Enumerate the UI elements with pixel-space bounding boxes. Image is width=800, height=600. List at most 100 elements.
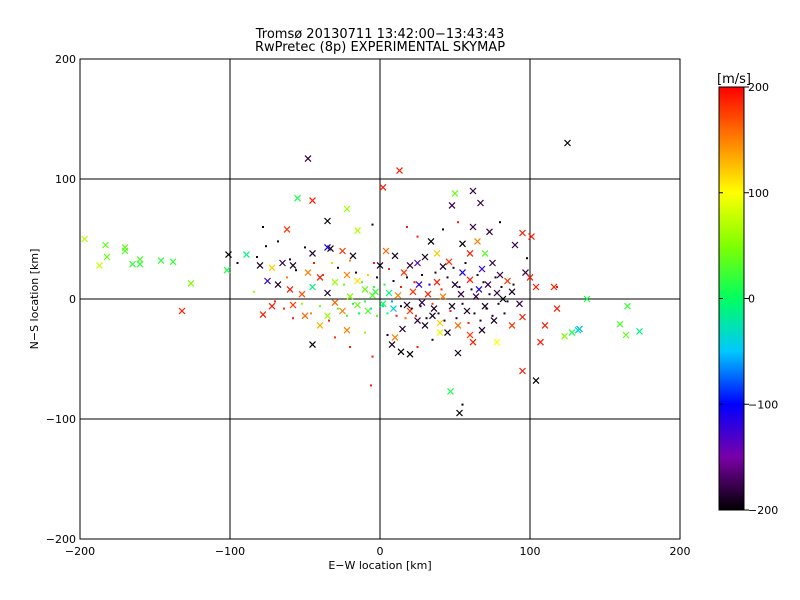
scatter-point-cross [331, 299, 339, 307]
scatter-point-cross [268, 302, 276, 310]
scatter-point-cross [289, 301, 297, 309]
scatter-point-cross [439, 263, 447, 271]
scatter-point-cross [403, 301, 411, 309]
scatter-point-cross [283, 225, 291, 233]
scatter-point-dot [446, 276, 449, 279]
scatter-point-cross [624, 302, 631, 310]
scatter-point-dot [500, 286, 503, 288]
scatter-point-cross [346, 293, 354, 301]
scatter-point-cross [294, 194, 301, 202]
scatter-point-dot [319, 305, 321, 308]
scatter-point-dot [413, 281, 416, 284]
scatter-point-dot [289, 258, 291, 261]
x-tick-label: 0 [377, 545, 384, 558]
scatter-point-cross [459, 269, 466, 277]
scatter-point-cross [289, 261, 297, 269]
scatter-point-dot [292, 317, 294, 320]
scatter-point-dot [262, 226, 264, 228]
scatter-point-cross [454, 321, 462, 329]
scatter-point-cross [516, 300, 523, 308]
scatter-point-cross [550, 283, 558, 291]
scatter-point-cross [343, 205, 351, 213]
scatter-point-dot [442, 228, 444, 231]
scatter-point-cross [519, 229, 526, 237]
scatter-point-dot [440, 288, 443, 291]
scatter-point-cross [414, 317, 421, 325]
scatter-point-dot [464, 262, 467, 264]
scatter-point-dot [479, 319, 482, 322]
scatter-point-cross [466, 249, 474, 257]
scatter-point-cross [457, 290, 465, 298]
y-tick-label: 200 [55, 53, 76, 66]
scatter-point-dot [467, 322, 470, 324]
x-axis-label: E−W location [km] [328, 559, 431, 572]
scatter-point-dot [334, 336, 336, 339]
scatter-point-cross [382, 247, 390, 255]
scatter-point-dot [383, 283, 386, 286]
colorbar-tick-label: 100 [748, 187, 769, 200]
scatter-point-dot [506, 300, 509, 303]
scatter-point-cross [504, 277, 511, 285]
scatter-point-cross [478, 265, 486, 273]
scatter-point-dot [313, 262, 315, 264]
scatter-point-cross [406, 350, 414, 358]
scatter-point-dot [370, 307, 372, 310]
scatter-point-cross [486, 228, 493, 236]
scatter-point-dot [386, 334, 389, 336]
scatter-point-cross [390, 305, 397, 313]
scatter-point-cross [385, 289, 393, 297]
scatter-point-cross [301, 312, 309, 320]
scatter-point-dot [274, 300, 276, 303]
scatter-point-dot [404, 317, 407, 320]
scatter-point-cross [379, 300, 387, 308]
chart-title: Tromsø 20130711 13:42:00−13:43:43 [255, 27, 505, 42]
scatter-point-cross [354, 277, 361, 285]
scatter-point-cross [379, 183, 387, 191]
scatter-point-dot [431, 338, 434, 341]
scatter-point-cross [463, 307, 471, 315]
scatter-point-dot [310, 312, 312, 315]
scatter-point-dot [355, 271, 357, 274]
scatter-point-cross [102, 241, 109, 249]
scatter-point-cross [574, 326, 582, 334]
scatter-point-dot [361, 281, 363, 284]
scatter-point-dot [416, 235, 419, 238]
scatter-point-cross [136, 260, 144, 268]
scatter-point-dot [400, 286, 402, 288]
scatter-point-cross [445, 258, 453, 266]
scatter-point-cross [499, 295, 507, 303]
scatter-point-cross [397, 348, 405, 356]
scatter-point-cross [324, 312, 331, 320]
scatter-point-dot [386, 312, 389, 315]
scatter-point-cross [564, 139, 571, 147]
y-tick-label: 0 [69, 293, 76, 306]
scatter-point-cross [448, 201, 456, 209]
scatter-point-cross [456, 409, 463, 417]
scatter-point-dot [349, 346, 351, 348]
scatter-point-dot [346, 314, 348, 317]
scatter-point-cross [268, 264, 276, 272]
scatter-point-dot [461, 302, 464, 305]
scatter-point-cross [339, 247, 346, 255]
scatter-point-dot [488, 293, 491, 296]
scatter-point-cross [96, 261, 103, 269]
scatter-point-cross [259, 311, 267, 319]
scatter-point-cross [264, 277, 271, 285]
scatter-point-dot [503, 312, 506, 315]
scatter-point-dot [286, 276, 288, 279]
scatter-point-cross [477, 199, 484, 207]
scatter-point-cross [243, 251, 250, 259]
scatter-point-cross [526, 273, 534, 281]
scatter-point-dot [304, 246, 306, 249]
scatter-point-cross [469, 223, 477, 231]
scatter-point-cross [169, 258, 177, 266]
scatter-point-cross [459, 240, 466, 248]
x-tick-label: 100 [520, 545, 541, 558]
scatter-point-cross [309, 283, 316, 291]
scatter-point-dot [322, 274, 324, 276]
scatter-point-cross [81, 235, 88, 243]
scatter-point-cross [331, 278, 339, 286]
scatter-point-cross [316, 321, 324, 329]
scatter-point-dot [337, 307, 339, 310]
